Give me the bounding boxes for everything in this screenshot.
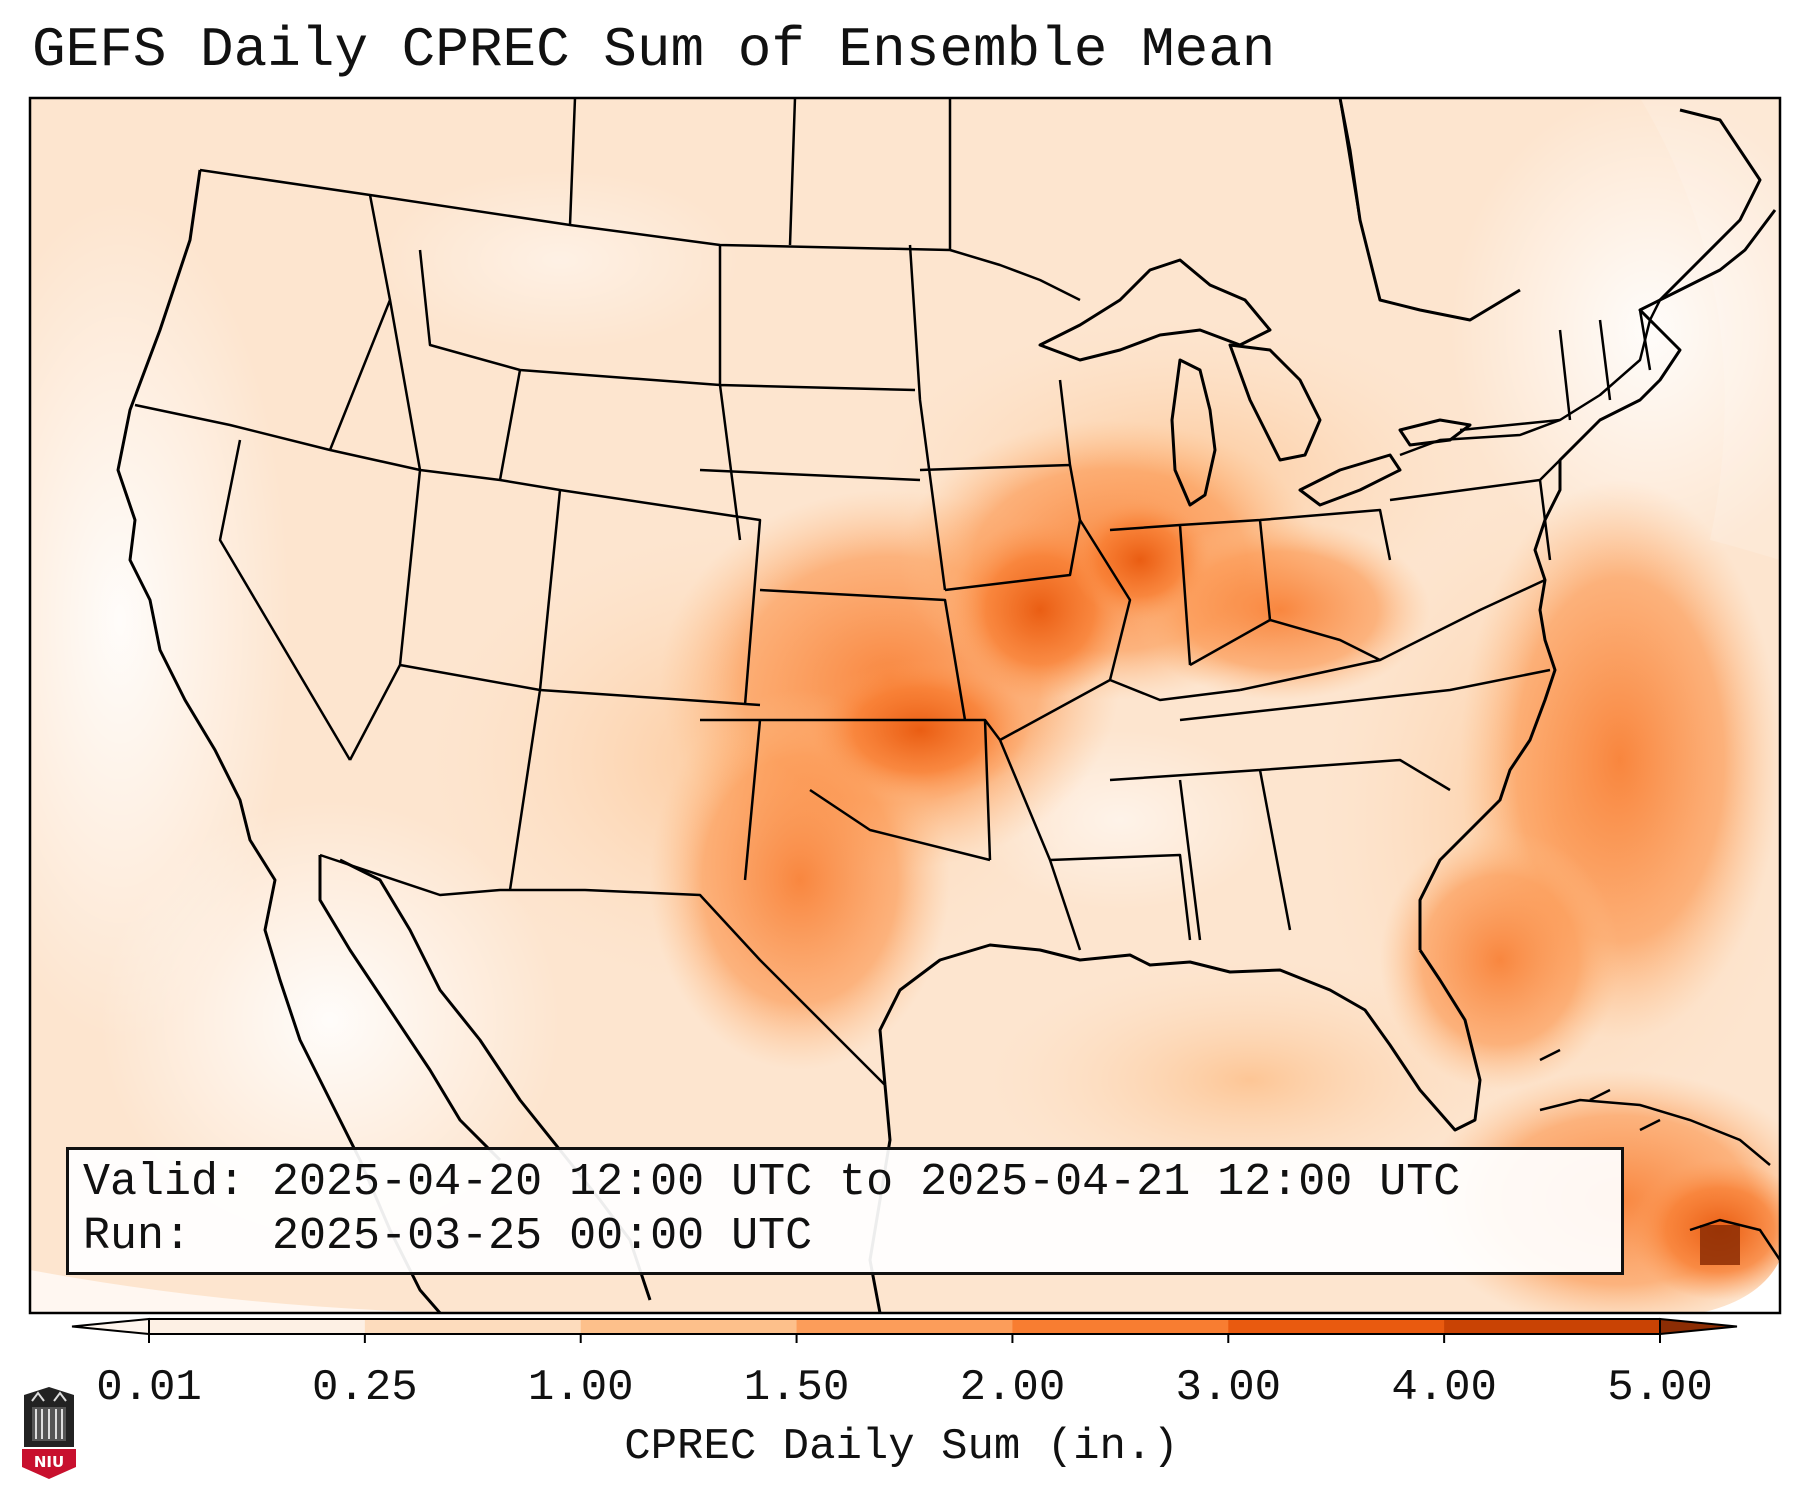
cuba-outline bbox=[1539, 1098, 1771, 1166]
state-borders-west bbox=[134, 194, 947, 891]
se-coast-warm-area bbox=[1380, 830, 1620, 1090]
valid-label: Valid: bbox=[83, 1157, 246, 1208]
domain-edge-se bbox=[1700, 1260, 1780, 1313]
us-canada-border-east bbox=[1399, 299, 1662, 457]
state-borders-south bbox=[998, 578, 1551, 951]
hispaniola-outline bbox=[1689, 1218, 1780, 1261]
precip-field bbox=[30, 98, 1780, 1313]
coastlines bbox=[116, 98, 1777, 1313]
niu-logo-icon: NIU bbox=[22, 1387, 76, 1479]
bahamas-outline bbox=[1539, 1048, 1661, 1132]
state-borders-northeast bbox=[1389, 309, 1652, 561]
canada-provinces bbox=[568, 98, 1362, 250]
colorbar-cell bbox=[1228, 1319, 1445, 1334]
illinois-hot-core bbox=[1070, 500, 1210, 620]
colorbar-cell bbox=[364, 1319, 582, 1334]
hudson-bay-edge bbox=[1338, 98, 1521, 322]
colorbar-tick-label: 1.00 bbox=[527, 1363, 634, 1413]
gulf-mild-area bbox=[990, 960, 1510, 1200]
baja-coastline bbox=[318, 855, 502, 1162]
lake-ontario bbox=[1398, 418, 1472, 447]
colorbar-tick-label: 5.00 bbox=[1607, 1363, 1713, 1413]
north-pale-area bbox=[380, 170, 740, 350]
colorbar-tick-label: 2.00 bbox=[959, 1363, 1066, 1413]
figure-title: GEFS Daily CPREC Sum of Ensemble Mean bbox=[32, 18, 1276, 82]
atlantic-pale-area bbox=[1450, 98, 1780, 570]
max-cell bbox=[1700, 1225, 1740, 1265]
colorbar bbox=[71, 1317, 1738, 1343]
colorbar-cell bbox=[1012, 1319, 1229, 1334]
us-mexico-border bbox=[319, 853, 886, 1086]
run-value: 2025-03-25 00:00 UTC bbox=[272, 1211, 813, 1262]
lake-michigan bbox=[1170, 358, 1217, 507]
colorbar-extend-low bbox=[71, 1317, 150, 1336]
colorbar-label: CPREC Daily Sum (in.) bbox=[624, 1422, 1179, 1472]
caribbean-islands bbox=[1539, 1048, 1780, 1261]
canada-east-coast bbox=[1658, 108, 1762, 302]
colorbar-tick-label: 4.00 bbox=[1391, 1363, 1497, 1413]
colorbar-tick-label: 3.00 bbox=[1175, 1363, 1282, 1413]
lake-superior bbox=[1038, 258, 1272, 362]
great-lakes bbox=[1038, 258, 1472, 507]
valid-value: 2025-04-20 12:00 UTC to 2025-04-21 12:00… bbox=[272, 1157, 1461, 1208]
state-borders-plains bbox=[699, 468, 1001, 881]
oklahoma-hot-core bbox=[810, 660, 1030, 800]
logo-lettering: NIU bbox=[34, 1453, 64, 1471]
colorbar-cell bbox=[149, 1319, 366, 1334]
colorbar-frame bbox=[148, 1318, 1661, 1335]
state-borders-midwest bbox=[919, 379, 1392, 742]
domain-edge-ne bbox=[1640, 98, 1780, 560]
lake-huron bbox=[1228, 343, 1322, 462]
colorbar-cell bbox=[796, 1319, 1013, 1334]
map-frame bbox=[28, 96, 1782, 1315]
colorbar-extend-high bbox=[1659, 1317, 1738, 1336]
validity-info-box: Valid: 2025-04-20 12:00 UTC to 2025-04-2… bbox=[66, 1147, 1624, 1275]
mexico-pale-area bbox=[100, 800, 560, 1240]
colorbar-tick-label: 1.50 bbox=[743, 1363, 850, 1413]
colorbar-cell bbox=[580, 1319, 798, 1334]
run-label: Run: bbox=[83, 1211, 192, 1262]
lake-erie bbox=[1298, 453, 1402, 507]
colorbar-cell bbox=[1444, 1319, 1661, 1334]
domain-edge-sw bbox=[30, 1270, 600, 1313]
colorbar-tick-label: 0.25 bbox=[312, 1363, 418, 1413]
pacific-coastline bbox=[116, 169, 442, 1313]
borders bbox=[134, 98, 1662, 1086]
us-canada-border bbox=[199, 168, 1081, 302]
colorbar-tick-label: 0.01 bbox=[96, 1363, 202, 1413]
gulf-coastline bbox=[878, 943, 1482, 1132]
